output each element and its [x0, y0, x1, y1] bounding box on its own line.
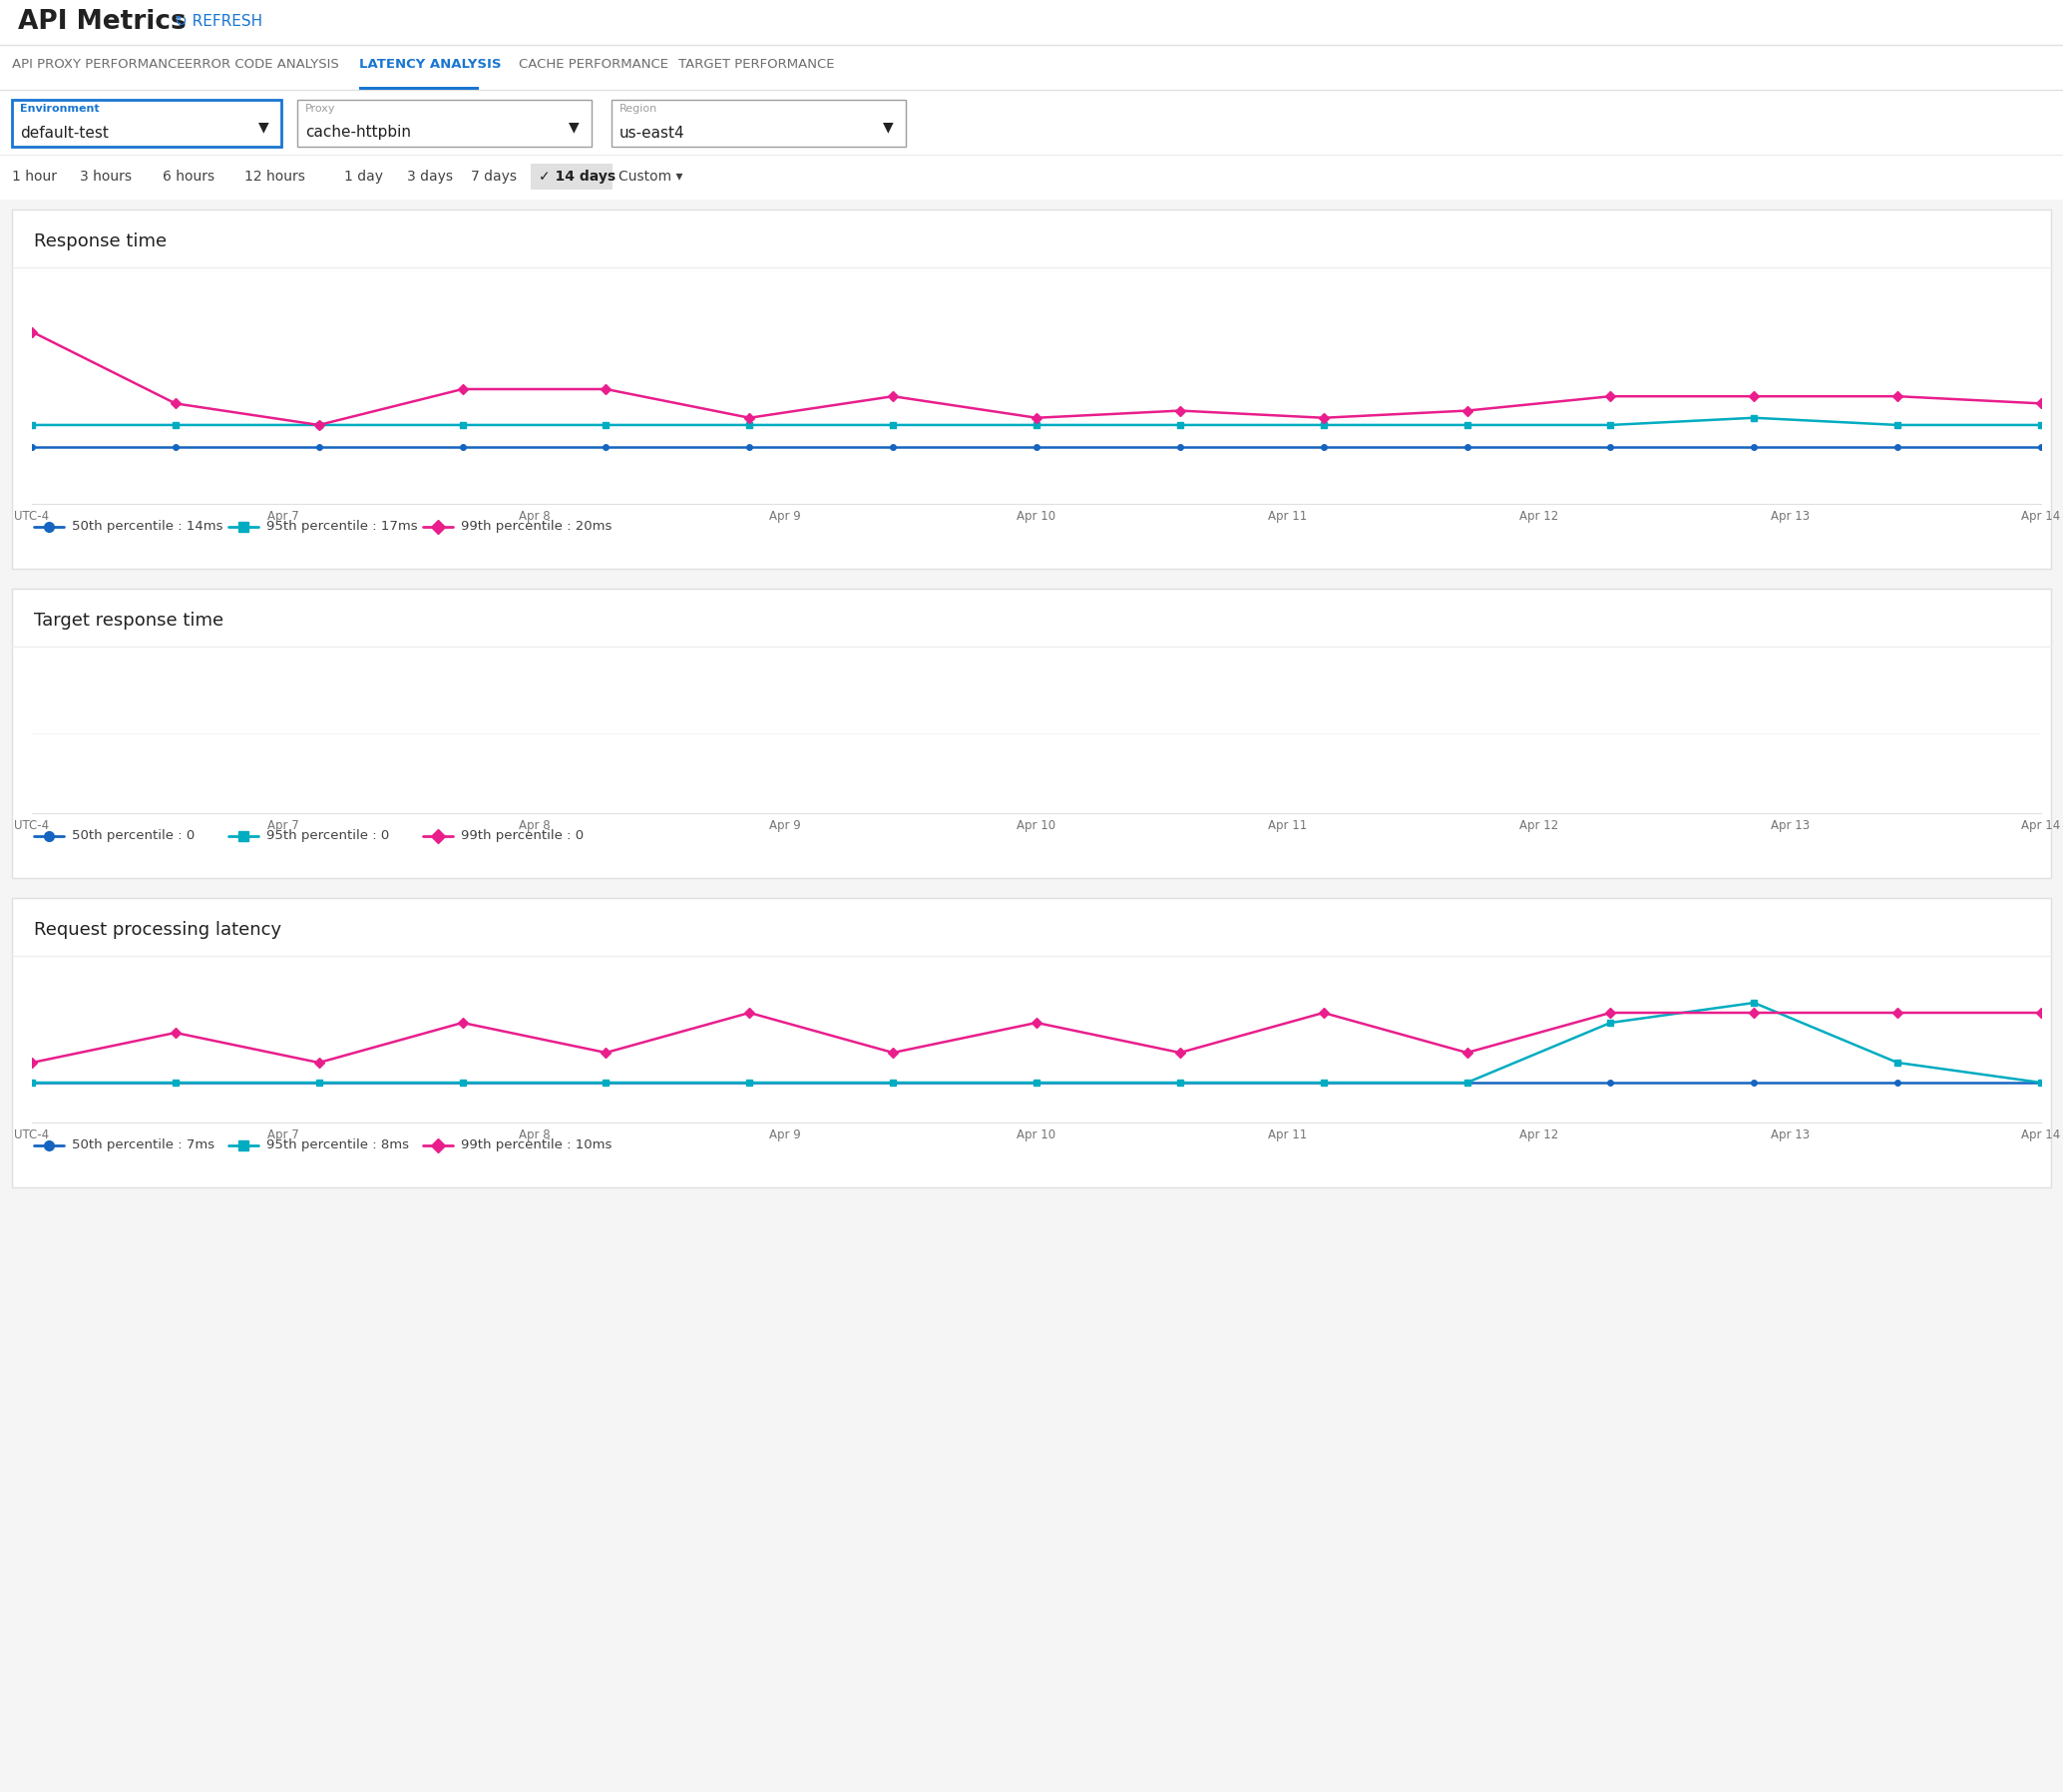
- FancyBboxPatch shape: [611, 100, 906, 147]
- Text: Region: Region: [619, 104, 658, 113]
- Text: 6 hours: 6 hours: [163, 170, 215, 183]
- Text: Response time: Response time: [33, 233, 167, 251]
- Text: cache-httpbin: cache-httpbin: [305, 125, 411, 140]
- Text: us-east4: us-east4: [619, 125, 685, 140]
- Bar: [0, 0, 2063, 45]
- Text: Request processing latency: Request processing latency: [33, 921, 281, 939]
- Text: LATENCY ANALYSIS: LATENCY ANALYSIS: [359, 59, 501, 72]
- Text: 99th percentile : 0: 99th percentile : 0: [460, 830, 584, 842]
- Text: 99th percentile : 20ms: 99th percentile : 20ms: [460, 520, 613, 534]
- Bar: [0, 154, 2063, 199]
- Text: 12 hours: 12 hours: [243, 170, 305, 183]
- Text: ▼: ▼: [567, 120, 580, 134]
- FancyBboxPatch shape: [297, 100, 592, 147]
- Text: ▼: ▼: [258, 120, 268, 134]
- Text: 1 day: 1 day: [345, 170, 384, 183]
- Text: ✓ 14 days: ✓ 14 days: [538, 170, 615, 183]
- Text: 50th percentile : 7ms: 50th percentile : 7ms: [72, 1140, 215, 1152]
- Text: Custom ▾: Custom ▾: [619, 170, 683, 183]
- Text: 3 hours: 3 hours: [80, 170, 132, 183]
- Text: TARGET PERFORMANCE: TARGET PERFORMANCE: [679, 59, 833, 72]
- Text: ↻ REFRESH: ↻ REFRESH: [175, 14, 262, 29]
- Text: CACHE PERFORMANCE: CACHE PERFORMANCE: [518, 59, 668, 72]
- FancyBboxPatch shape: [12, 898, 2051, 1188]
- Text: 99th percentile : 10ms: 99th percentile : 10ms: [460, 1140, 613, 1152]
- FancyBboxPatch shape: [12, 590, 2051, 878]
- Text: 50th percentile : 0: 50th percentile : 0: [72, 830, 194, 842]
- Bar: [0, 45, 2063, 90]
- Text: default-test: default-test: [21, 125, 109, 140]
- Text: Target response time: Target response time: [33, 611, 223, 629]
- Text: 7 days: 7 days: [470, 170, 516, 183]
- Text: 95th percentile : 17ms: 95th percentile : 17ms: [266, 520, 417, 534]
- Bar: [0, 90, 2063, 154]
- Text: 95th percentile : 8ms: 95th percentile : 8ms: [266, 1140, 408, 1152]
- FancyBboxPatch shape: [12, 210, 2051, 568]
- Text: 1 hour: 1 hour: [12, 170, 58, 183]
- Text: 95th percentile : 0: 95th percentile : 0: [266, 830, 390, 842]
- Bar: [359, 86, 479, 90]
- Text: Environment: Environment: [21, 104, 99, 113]
- Text: Proxy: Proxy: [305, 104, 336, 113]
- Text: API PROXY PERFORMANCE: API PROXY PERFORMANCE: [12, 59, 186, 72]
- Text: ▼: ▼: [883, 120, 893, 134]
- Text: 50th percentile : 14ms: 50th percentile : 14ms: [72, 520, 223, 534]
- Text: API Metrics: API Metrics: [19, 9, 186, 34]
- Text: ERROR CODE ANALYSIS: ERROR CODE ANALYSIS: [184, 59, 338, 72]
- Bar: [530, 163, 613, 190]
- FancyBboxPatch shape: [12, 100, 281, 147]
- Text: 3 days: 3 days: [406, 170, 454, 183]
